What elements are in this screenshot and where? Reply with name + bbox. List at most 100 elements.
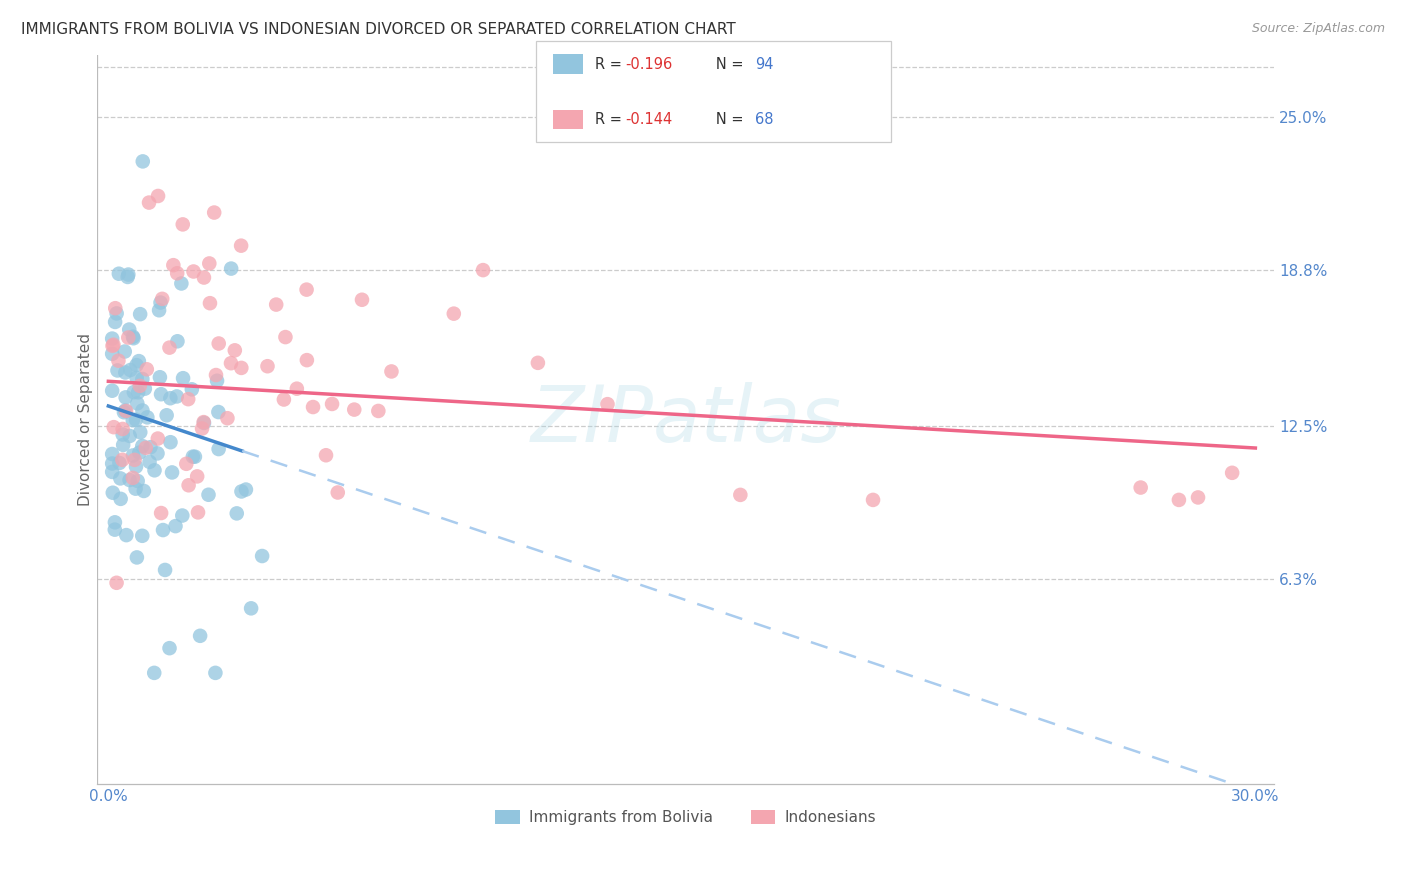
Point <box>1129 481 1152 495</box>
Point <box>219 356 242 370</box>
Point <box>110 471 132 485</box>
Point <box>321 397 343 411</box>
Point <box>118 429 141 443</box>
Point <box>104 315 127 329</box>
Point <box>149 295 172 310</box>
Point <box>146 189 169 203</box>
Point <box>104 523 127 537</box>
Text: N =: N = <box>702 112 748 127</box>
Point <box>103 337 125 351</box>
Point <box>159 341 181 355</box>
Point <box>159 391 181 405</box>
Text: -0.144: -0.144 <box>626 112 673 127</box>
Point <box>128 445 150 459</box>
Point <box>231 484 253 499</box>
Point <box>104 301 127 316</box>
Point <box>256 359 278 374</box>
Point <box>131 439 153 453</box>
Point <box>135 441 157 455</box>
Point <box>730 488 752 502</box>
Point <box>143 665 166 680</box>
Point <box>114 390 136 404</box>
Point <box>274 330 297 344</box>
Point <box>224 343 246 358</box>
Point <box>117 269 139 284</box>
Point <box>138 455 160 469</box>
Text: 94: 94 <box>755 57 773 71</box>
Point <box>862 492 884 507</box>
Point <box>166 266 188 280</box>
Point <box>132 483 155 498</box>
Point <box>132 154 155 169</box>
Point <box>197 488 219 502</box>
Point <box>150 387 173 401</box>
Point <box>149 370 172 384</box>
Point <box>193 415 215 429</box>
Point <box>159 641 181 656</box>
Point <box>204 665 226 680</box>
Point <box>205 368 228 382</box>
Point <box>101 332 124 346</box>
Point <box>217 411 239 425</box>
Point <box>122 385 145 400</box>
Point <box>128 379 150 393</box>
Point <box>180 382 202 396</box>
Point <box>172 371 194 385</box>
Point <box>112 438 135 452</box>
Text: R =: R = <box>595 112 626 127</box>
Point <box>127 474 149 488</box>
Point <box>188 629 211 643</box>
Point <box>225 507 247 521</box>
Point <box>231 360 253 375</box>
Point <box>177 392 200 406</box>
Point <box>115 404 138 418</box>
Point <box>108 456 131 470</box>
Point <box>207 442 229 456</box>
Point <box>125 358 148 372</box>
Point <box>125 413 148 427</box>
Point <box>193 416 215 430</box>
Point <box>235 483 257 497</box>
Point <box>240 601 263 615</box>
Point <box>443 307 465 321</box>
Point <box>101 465 124 479</box>
Point <box>202 205 225 219</box>
Legend: Immigrants from Bolivia, Indonesians: Immigrants from Bolivia, Indonesians <box>489 804 883 831</box>
Point <box>128 354 150 368</box>
Point <box>273 392 295 407</box>
Text: IMMIGRANTS FROM BOLIVIA VS INDONESIAN DIVORCED OR SEPARATED CORRELATION CHART: IMMIGRANTS FROM BOLIVIA VS INDONESIAN DI… <box>21 22 735 37</box>
Point <box>111 422 134 436</box>
Point <box>1167 492 1189 507</box>
Point <box>114 344 136 359</box>
Point <box>160 466 183 480</box>
Point <box>101 457 124 471</box>
Point <box>156 409 179 423</box>
Point <box>191 421 214 435</box>
Point <box>187 505 209 519</box>
Text: N =: N = <box>702 57 748 71</box>
Point <box>343 402 366 417</box>
Point <box>139 440 162 454</box>
Point <box>107 363 129 377</box>
Point <box>103 420 125 434</box>
Point <box>125 371 148 385</box>
Point <box>111 427 134 442</box>
Point <box>129 425 152 440</box>
Point <box>118 473 141 487</box>
Point <box>150 292 173 306</box>
Point <box>172 218 194 232</box>
Point <box>159 435 181 450</box>
Text: -0.196: -0.196 <box>626 57 673 71</box>
Point <box>150 506 173 520</box>
Point <box>229 238 252 252</box>
Point <box>101 447 124 461</box>
Point <box>315 448 337 462</box>
Point <box>112 405 135 419</box>
Point <box>285 382 308 396</box>
Point <box>184 450 207 464</box>
Point <box>165 519 187 533</box>
Point <box>148 303 170 318</box>
Point <box>205 374 228 388</box>
Point <box>152 523 174 537</box>
Point <box>131 372 153 386</box>
